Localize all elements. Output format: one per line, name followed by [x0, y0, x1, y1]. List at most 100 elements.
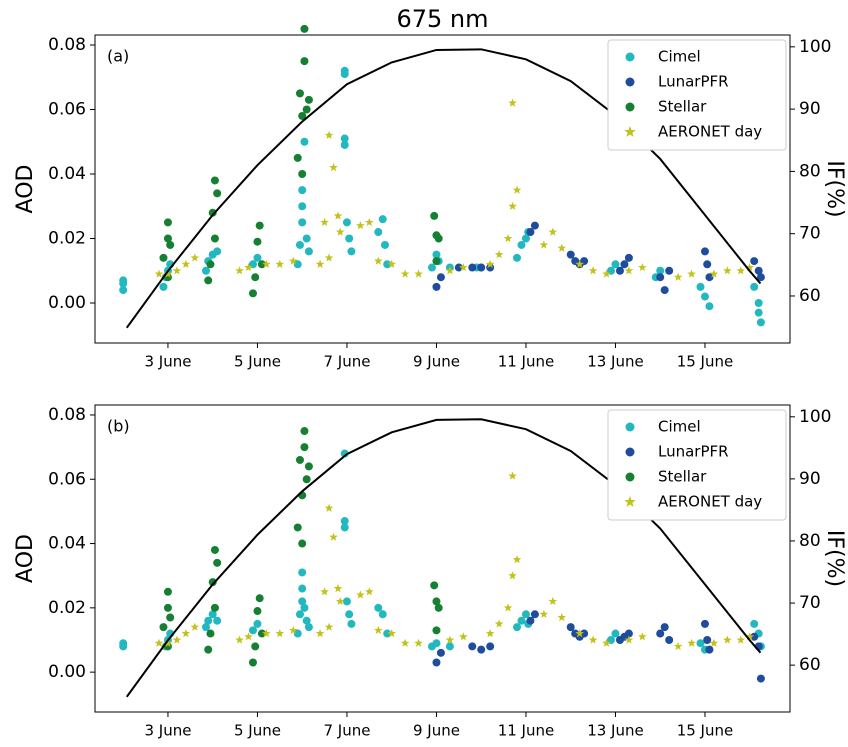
star-point	[687, 269, 696, 278]
point	[378, 215, 387, 224]
point	[580, 629, 589, 638]
point	[454, 263, 463, 272]
star-point	[324, 253, 334, 262]
point	[340, 517, 349, 526]
star-point	[624, 635, 634, 644]
point	[206, 629, 215, 638]
plot-frame	[94, 404, 791, 713]
point	[340, 523, 349, 532]
star-point	[602, 638, 611, 647]
point	[300, 137, 309, 146]
star-point	[387, 259, 396, 268]
point	[300, 427, 309, 436]
y2-axis-label: IF(%)	[822, 530, 847, 587]
point	[432, 658, 441, 667]
point	[210, 176, 219, 185]
star-point	[275, 259, 285, 268]
star-point	[709, 638, 719, 647]
y2-tick-label: 90	[799, 99, 821, 119]
point	[615, 266, 624, 275]
point	[253, 237, 262, 246]
star-point	[356, 590, 365, 599]
point	[340, 70, 349, 79]
point	[295, 89, 304, 98]
legend-label: Stellar	[658, 98, 707, 116]
point	[159, 623, 168, 632]
point	[251, 273, 260, 282]
x-tick-label: 11 June	[498, 722, 555, 740]
point	[159, 282, 168, 291]
x-tick-label: 15 June	[677, 353, 734, 371]
point	[477, 263, 486, 272]
star-point	[539, 609, 549, 618]
y-tick-label: 0.00	[48, 293, 86, 313]
point	[705, 302, 714, 311]
point	[345, 610, 354, 619]
point	[208, 578, 217, 587]
star-point	[320, 587, 329, 596]
point	[300, 24, 309, 33]
point	[298, 170, 307, 179]
x-tick-label: 13 June	[587, 722, 644, 740]
legend-label: Cimel	[658, 418, 701, 436]
point	[204, 276, 213, 285]
point	[159, 253, 168, 262]
point	[295, 455, 304, 464]
star-point	[414, 638, 423, 647]
point	[302, 475, 311, 484]
star-point	[335, 596, 345, 606]
point	[163, 587, 172, 596]
point	[255, 221, 264, 230]
point	[436, 273, 445, 282]
x-tick-label: 11 June	[498, 353, 555, 371]
point	[696, 282, 705, 291]
star-point	[400, 638, 410, 647]
y2-tick-label: 90	[799, 469, 821, 489]
star-point	[365, 217, 374, 227]
point	[430, 211, 439, 220]
point	[477, 645, 486, 654]
y-tick-label: 0.08	[48, 405, 86, 425]
star-point	[163, 638, 173, 647]
y-tick-label: 0.06	[48, 469, 86, 489]
point	[705, 645, 714, 654]
point	[253, 607, 262, 616]
point	[213, 616, 222, 625]
star-point	[745, 263, 754, 272]
plot-frame	[94, 34, 791, 344]
point	[754, 266, 763, 275]
y2-tick-label: 80	[799, 531, 821, 551]
star-point	[190, 622, 200, 631]
star-point	[181, 259, 191, 268]
star-point	[445, 635, 455, 644]
point	[434, 603, 443, 612]
point	[210, 603, 219, 612]
point	[700, 292, 709, 301]
x-tick-label: 7 June	[323, 353, 370, 371]
legend-label: LunarPFR	[658, 73, 729, 91]
x-tick-label: 9 June	[413, 722, 460, 740]
point	[255, 594, 264, 603]
point	[304, 462, 313, 471]
star-point	[235, 635, 244, 644]
point	[119, 276, 128, 285]
point	[611, 260, 620, 269]
star-point	[262, 629, 271, 638]
star-point	[374, 256, 383, 265]
star-point	[154, 638, 164, 647]
point	[163, 234, 172, 243]
point	[656, 273, 665, 282]
star-point	[539, 240, 549, 249]
legend-marker	[625, 102, 635, 112]
legend-marker	[625, 422, 635, 432]
point	[293, 629, 302, 638]
star-point	[172, 266, 182, 275]
point	[210, 545, 219, 554]
x-tick-label: 13 June	[587, 353, 644, 371]
x-tick-label: 3 June	[144, 353, 191, 371]
point	[624, 253, 633, 262]
point	[703, 260, 712, 269]
star-point	[736, 635, 746, 644]
x-tick-label: 15 June	[677, 722, 734, 740]
point	[611, 629, 620, 638]
